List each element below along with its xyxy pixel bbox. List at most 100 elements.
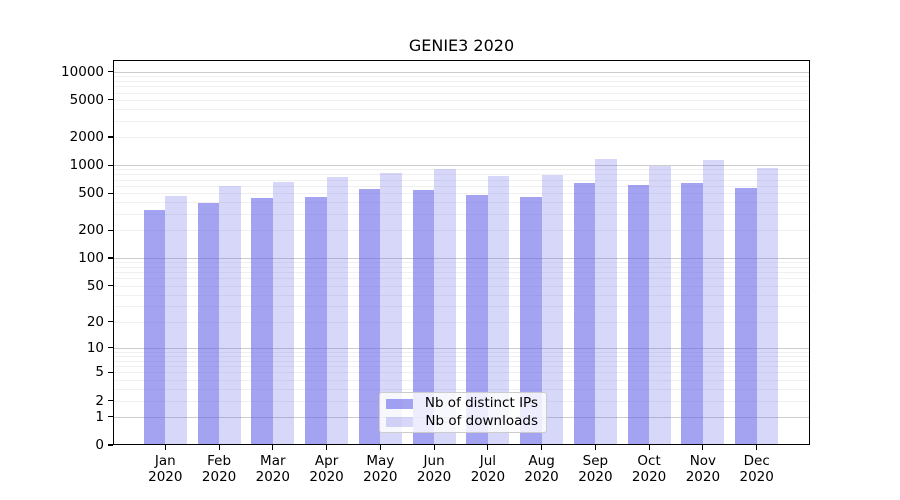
bar-nb-of-distinct-ips-oct [627,185,650,445]
x-tick-mark [487,445,489,450]
bar-nb-of-distinct-ips-jan [143,209,166,445]
x-tick-month: Nov [689,453,717,469]
y-tick-label: 100 [78,250,104,266]
x-tick-label-jul: Jul 2020 [456,453,520,485]
y-tick-mark [108,285,113,287]
bar-nb-of-distinct-ips-dec [735,188,757,445]
legend-swatch-distinct-ips [386,398,413,409]
bar-nb-of-distinct-ips-sep [573,183,596,445]
x-tick-mark [702,445,704,450]
x-tick-month: Jun [423,453,445,469]
x-tick-year: 2020 [148,469,183,485]
x-tick-month: Oct [637,453,661,469]
chart-title: GENIE3 2020 [408,36,515,55]
y-tick-label: 2000 [69,129,104,145]
y-tick-label: 200 [78,222,104,239]
x-tick-month: Mar [260,453,286,469]
bar-nb-of-downloads-mar [272,182,295,445]
bar-nb-of-downloads-jul [487,176,510,445]
bar-nb-of-downloads-aug [541,175,564,445]
bar-nb-of-downloads-sep [595,159,617,445]
x-tick-year: 2020 [416,469,452,485]
legend-entry-downloads: Nb of downloads [386,414,538,429]
y-tick-mark [108,136,113,138]
minor-gridline [113,137,810,138]
bar-nb-of-downloads-oct [649,166,671,445]
bar-nb-of-distinct-ips-feb [197,203,220,445]
bar-nb-of-distinct-ips-jul [466,194,488,445]
x-tick-month: Sep [582,453,609,469]
x-tick-mark [326,445,328,450]
y-tick-label: 1 [95,408,104,425]
bar-nb-of-distinct-ips-aug [520,196,542,445]
x-tick-month: Feb [207,453,232,469]
y-tick-mark [108,164,113,166]
y-tick-mark [108,257,113,259]
x-tick-label-jan: Jan 2020 [133,453,197,485]
y-tick-label: 0 [95,437,104,453]
y-tick-mark [108,99,113,101]
x-tick-mark [164,445,166,450]
x-tick-month: Jan [154,453,176,469]
minor-gridline [113,99,810,101]
x-tick-month: Aug [528,453,555,469]
y-tick-mark [108,371,113,373]
bar-nb-of-distinct-ips-nov [681,182,703,445]
minor-gridline [113,86,810,88]
y-tick-mark [108,321,113,323]
legend-label-downloads: Nb of downloads [425,413,538,429]
bar-nb-of-distinct-ips-mar [251,198,273,445]
x-tick-year: 2020 [201,469,237,485]
y-tick-label: 2 [95,392,104,409]
y-tick-label: 5 [95,364,104,381]
minor-gridline [113,92,810,94]
x-tick-month: Apr [314,453,339,469]
y-tick-label: 500 [78,185,104,202]
y-tick-mark [108,444,113,446]
legend-label-distinct-ips: Nb of distinct IPs [424,395,538,411]
y-tick-mark [108,416,113,418]
y-tick-label: 50 [86,277,104,294]
x-tick-mark [541,445,543,450]
x-tick-label-oct: Oct 2020 [617,453,681,485]
y-tick-label: 20 [86,313,104,330]
x-tick-mark [756,445,758,450]
x-tick-month: May [366,453,395,469]
x-tick-label-apr: Apr 2020 [295,453,359,485]
x-tick-year: 2020 [578,469,613,485]
x-tick-year: 2020 [255,469,290,485]
x-tick-year: 2020 [739,469,774,485]
bar-nb-of-distinct-ips-may [358,188,381,445]
x-tick-mark [594,445,596,450]
x-tick-label-may: May 2020 [348,453,412,485]
x-tick-mark [433,445,435,450]
x-tick-year: 2020 [470,469,506,485]
bar-nb-of-downloads-jun [434,169,456,445]
x-tick-label-nov: Nov 2020 [671,453,735,485]
legend-entry-distinct-ips: Nb of distinct IPs [386,396,538,411]
bar-nb-of-downloads-dec [756,167,779,445]
x-tick-mark [272,445,274,450]
x-tick-month: Jul [479,453,497,469]
minor-gridline [113,120,810,122]
x-tick-mark [218,445,220,450]
x-tick-label-mar: Mar 2020 [241,453,305,485]
bar-nb-of-downloads-may [380,173,402,445]
minor-gridline [113,108,810,110]
x-tick-year: 2020 [363,469,398,485]
y-tick-label: 1000 [69,157,104,174]
bar-nb-of-downloads-apr [326,176,349,445]
legend-swatch-downloads [386,416,413,427]
y-tick-label: 10 [86,339,104,356]
x-tick-year: 2020 [309,469,344,485]
x-tick-year: 2020 [524,469,559,485]
x-tick-label-jun: Jun 2020 [402,453,466,485]
x-tick-month: Dec [743,453,770,469]
bar-nb-of-distinct-ips-jun [412,189,435,445]
x-tick-mark [379,445,381,450]
minor-gridline [113,80,810,82]
x-tick-label-dec: Dec 2020 [725,453,789,485]
bar-nb-of-distinct-ips-apr [305,196,327,445]
bar-nb-of-downloads-jan [165,196,187,445]
